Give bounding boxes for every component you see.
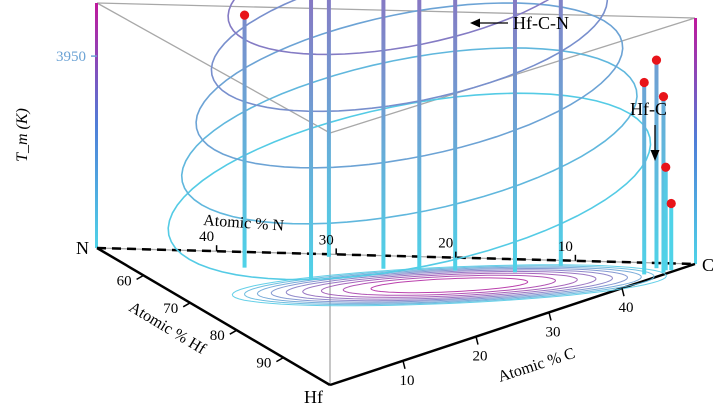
contour-projection [231,264,667,307]
hfcn-annotation: Hf-C-N [513,13,569,33]
contour-ring-projection [231,264,667,307]
n-axis-title: Atomic % N [203,212,285,235]
z-axis-line [95,3,98,248]
corner-n-label: N [76,238,89,258]
hf-axis-ticks: 60 70 80 90 [117,273,284,372]
n-tick-label: 20 [438,236,453,252]
hf-tick-label: 90 [256,356,271,372]
n-axis-ticks: 10 20 30 40 [199,229,577,261]
c-tick-mark [548,312,552,321]
contour-ring [210,0,609,113]
data-stems [242,0,674,280]
n-tick-label: 40 [199,229,214,245]
hf-tick-label: 80 [210,328,225,344]
c-tick-label: 10 [400,373,415,389]
stem-line [642,82,647,275]
stem-line [654,60,659,269]
c-tick-label: 40 [619,300,634,316]
frame-top-back [96,2,696,19]
frame-top-diagonal [96,2,331,134]
right-axis-line [694,18,697,264]
contour-ring [167,92,652,281]
stem-line [453,0,458,271]
data-point [239,10,250,20]
contour-ring-projection [302,270,597,300]
stem-line [663,167,668,271]
z-axis-ticks: 3950400040504100 [56,49,97,65]
n-tick-label: 30 [319,232,334,248]
frame-front-diagonal [329,17,696,134]
corner-c-label: C [702,255,714,275]
corner-hf-label: Hf [304,387,323,406]
c-tick-mark [402,360,406,369]
contour-ring [180,47,638,225]
stem-line [242,15,247,268]
c-tick-label: 30 [546,324,561,340]
hf-tick-mark [276,356,284,363]
stem-line [512,0,517,273]
hf-tick-mark [182,302,191,308]
base-triangle [96,246,696,387]
hfc-annotation: Hf-C [630,99,667,119]
data-point [661,162,671,172]
c-axis-ticks: 10 20 30 40 [400,288,634,389]
c-axis-title: Atomic % C [496,345,577,386]
stem-line [669,203,674,271]
contour-ring-projection [370,277,529,294]
contour-surface [167,0,652,281]
contour-ring-projection [285,269,614,302]
stem-line [417,0,422,270]
c-tick-mark [621,288,625,297]
stem-line [381,0,386,269]
contour-ring-projection [270,268,629,303]
hf-c-edge [329,262,696,387]
z-tick-label: 3950 [56,49,86,65]
stem-line [309,0,314,280]
n-hf-edge [96,246,331,387]
hf-tick-mark [229,329,238,335]
data-point [639,77,649,88]
data-point [666,198,676,209]
contour-ring-projection [256,266,642,304]
data-points [239,10,676,209]
stem-line [326,0,331,257]
contour-ring [195,2,624,169]
contour-ring-projection [320,272,578,298]
hf-tick-label: 70 [163,301,178,317]
c-tick-mark [475,336,479,345]
n-c-edge [96,246,696,266]
c-tick-label: 20 [473,349,488,365]
frame-base-back [96,247,696,265]
data-point [658,91,669,102]
z-axis-title: T_m (K) [14,108,31,162]
contour-ring-projection [342,274,557,296]
hf-tick-label: 60 [117,273,132,289]
hfc-arrow-head [650,150,660,161]
hfcn-arrow-head [470,18,480,28]
n-tick-label: 10 [558,239,573,255]
contour-ring-projection [243,265,655,306]
stem-line [661,96,666,273]
stem-line [558,0,563,266]
data-point [651,55,662,65]
hf-tick-mark [136,274,144,281]
